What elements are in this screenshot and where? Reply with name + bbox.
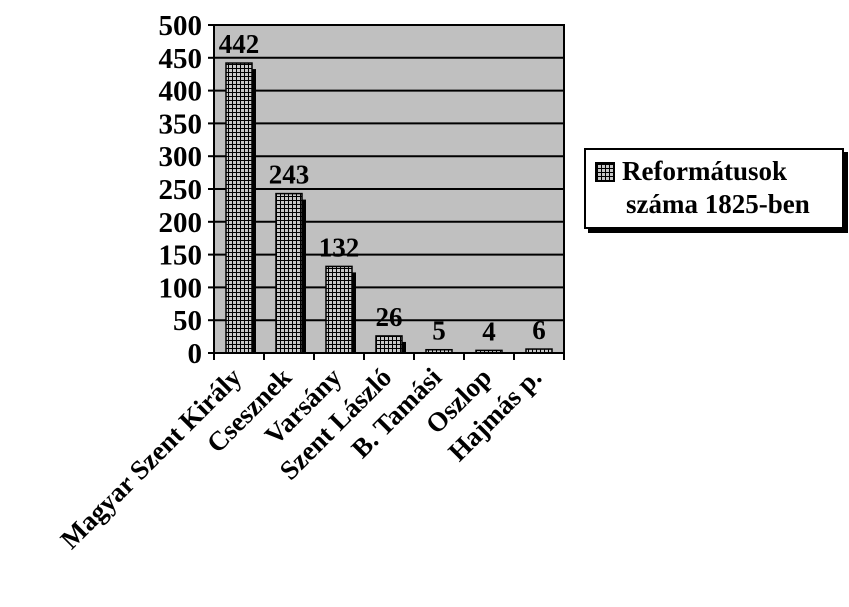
y-tick-marks: [208, 24, 214, 354]
y-tick-label: 500: [159, 10, 203, 42]
bar: [375, 335, 403, 354]
y-tick-label: 150: [159, 240, 203, 272]
y-tick-label: 400: [159, 76, 203, 108]
data-label: 4: [482, 316, 496, 346]
y-tick-label: 300: [159, 141, 203, 173]
data-label: 243: [269, 160, 310, 190]
data-label: 6: [532, 315, 546, 345]
bar: [225, 62, 253, 354]
gridlines: [214, 56, 564, 322]
data-label: 442: [219, 29, 260, 59]
legend-label-line2: száma 1825-ben: [626, 189, 810, 219]
data-label: 132: [319, 232, 360, 262]
y-tick-label: 0: [188, 338, 203, 370]
y-tick-label: 100: [159, 272, 203, 304]
data-label: 26: [376, 302, 403, 332]
y-tick-label: 250: [159, 174, 203, 206]
legend-label-line1: Reformátusok: [622, 156, 787, 186]
bar: [475, 349, 503, 354]
y-tick-label: 200: [159, 207, 203, 239]
bar: [525, 348, 553, 354]
y-tick-label: 350: [159, 108, 203, 140]
x-tick-marks: [213, 353, 565, 360]
bar: [425, 348, 453, 354]
category-labels: Magyar Szent KirályCsesznekVarsánySzent …: [55, 362, 548, 555]
legend: Reformátusok száma 1825-ben: [584, 148, 844, 229]
category-label: Magyar Szent Király: [55, 362, 248, 555]
legend-swatch: [595, 162, 615, 182]
data-labels: 442 243 132 26 5 4 6: [219, 29, 546, 346]
y-tick-label: 50: [173, 305, 202, 337]
bar: [325, 265, 353, 354]
y-tick-label: 450: [159, 43, 203, 75]
data-label: 5: [432, 316, 446, 346]
bars: [225, 62, 553, 354]
bar: [275, 192, 303, 354]
legend-label: Reformátusok száma 1825-ben: [622, 155, 842, 221]
